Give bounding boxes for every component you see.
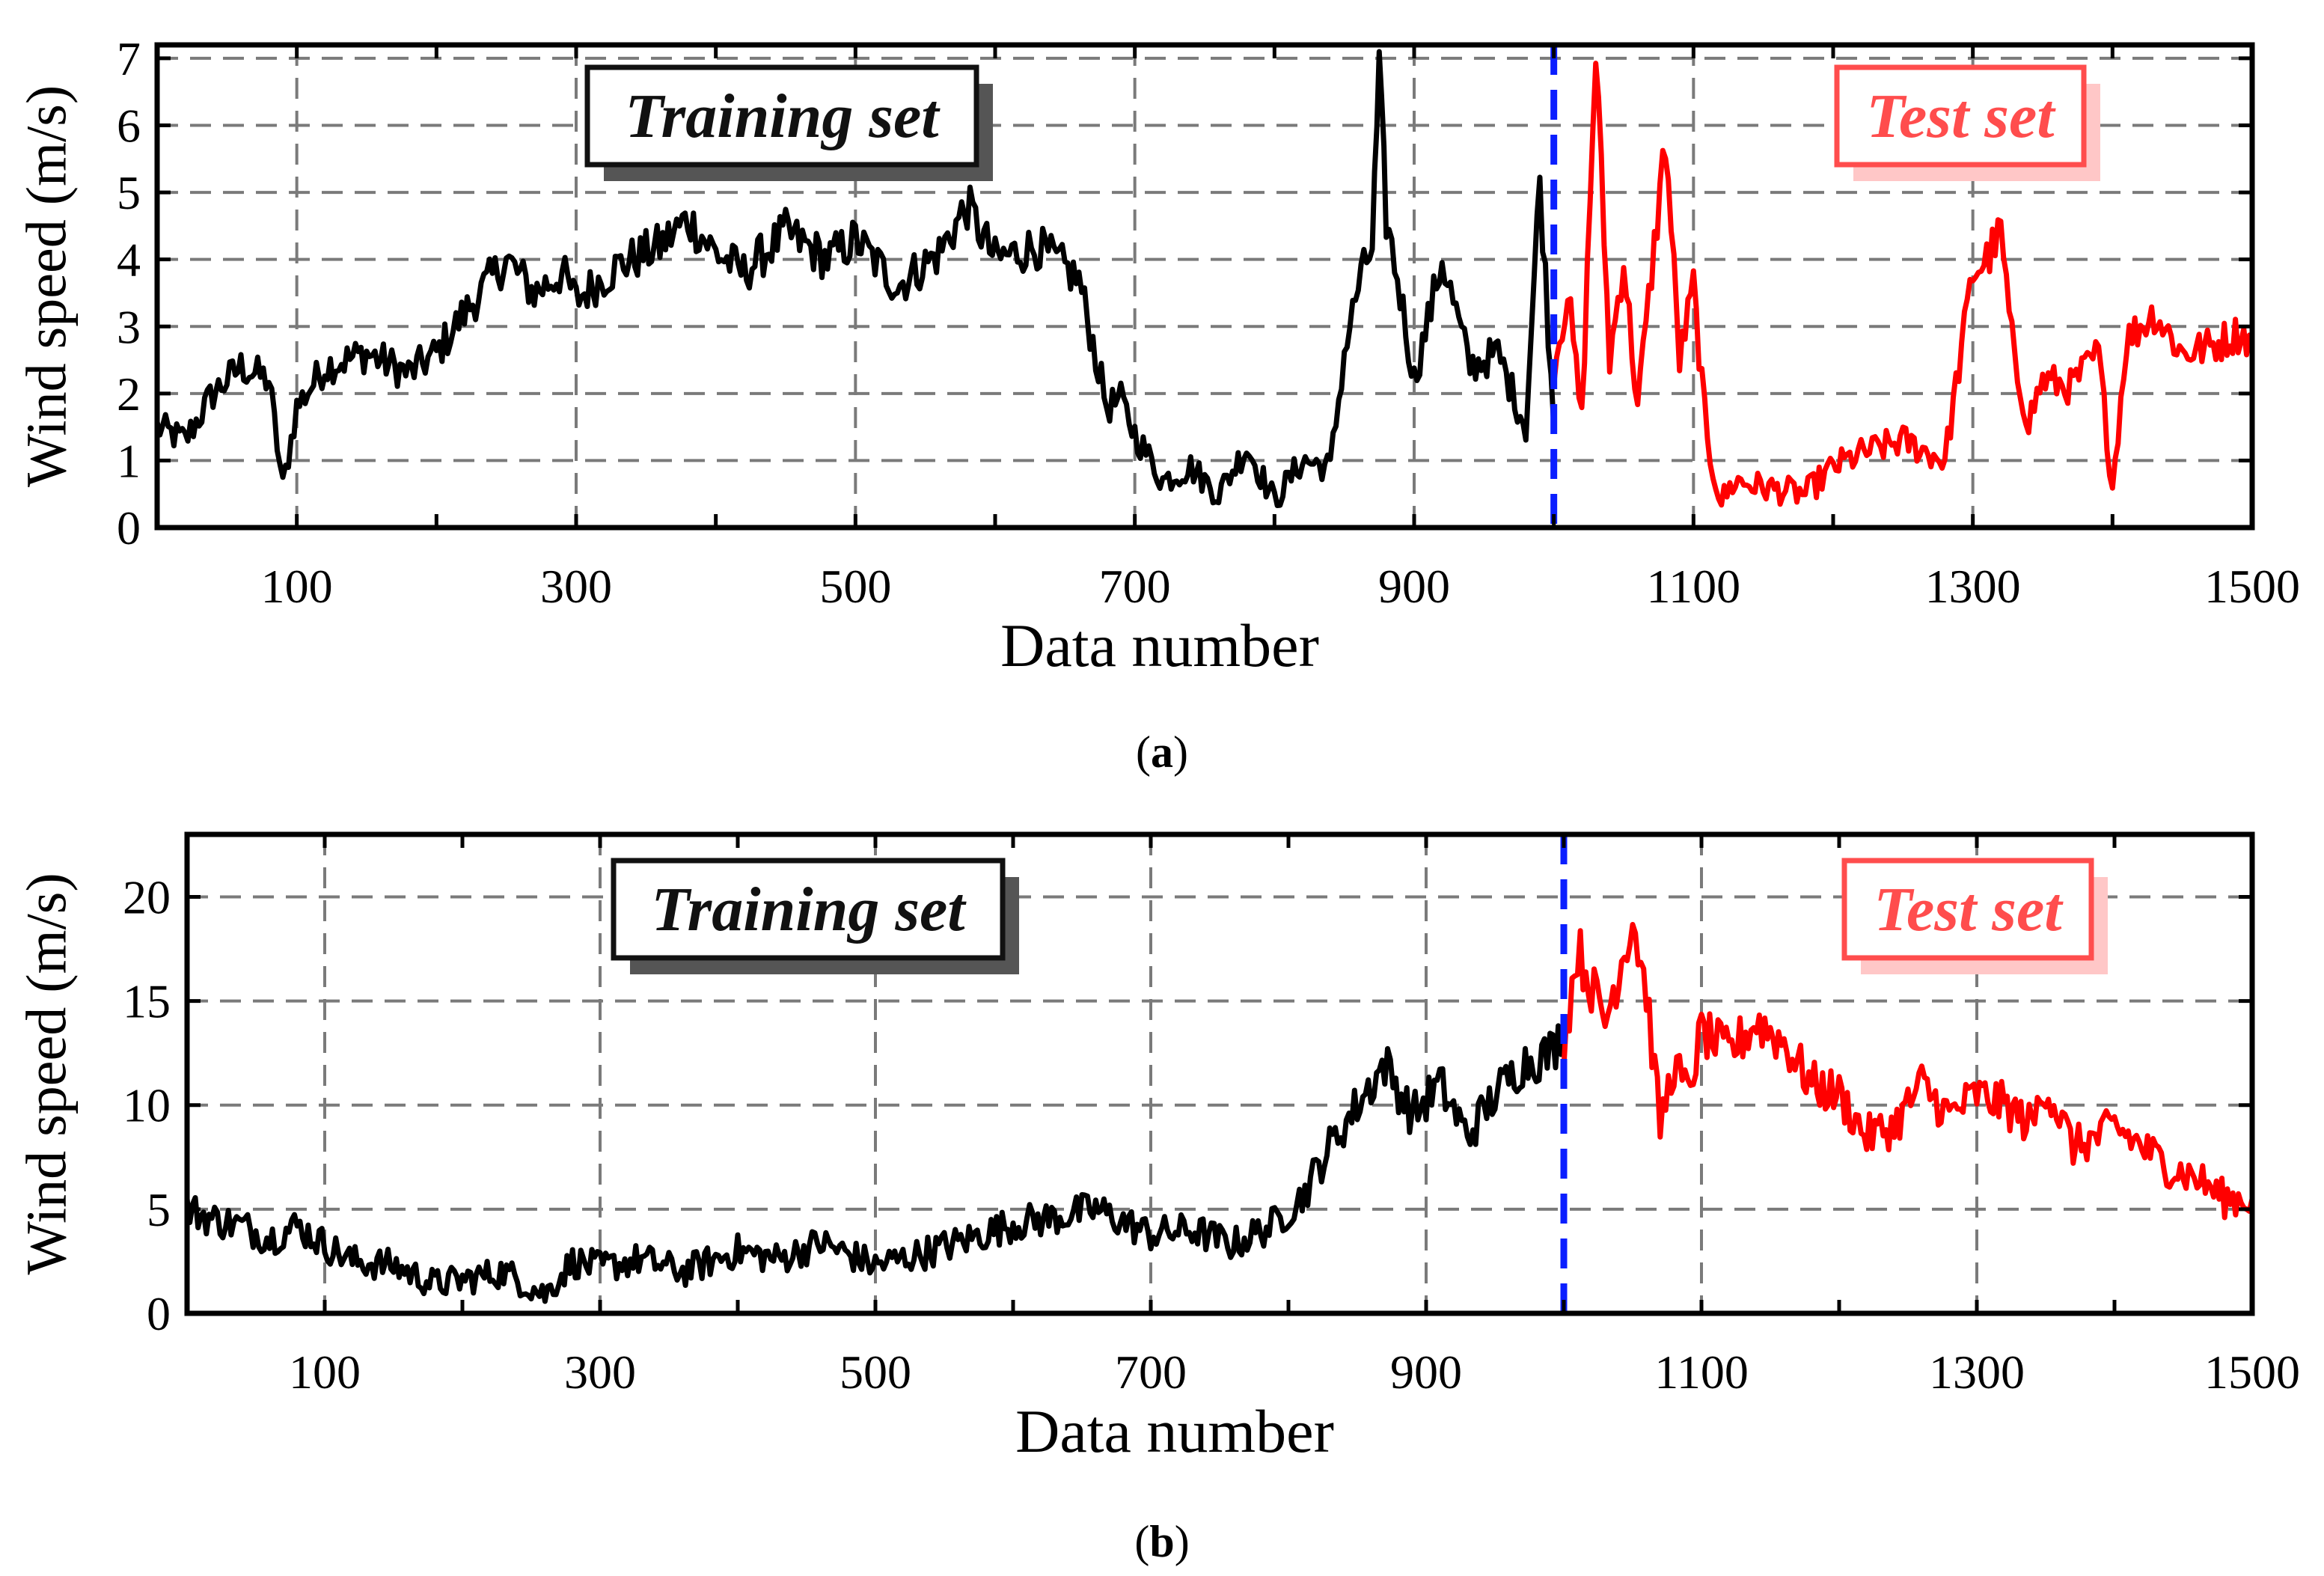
x-tick-label: 300 <box>540 560 612 613</box>
y-tick-label: 15 <box>123 975 171 1028</box>
x-tick-label: 500 <box>840 1346 911 1399</box>
chart-a: 100 300 500 700 900 1100 1300 1500 0 1 2 3 4 5 6 7 Data … <box>15 32 2300 777</box>
x-tick-label: 100 <box>261 560 333 613</box>
test-set-label: Test set <box>1834 64 2100 181</box>
panel-caption: (a) <box>1136 727 1188 777</box>
training-set-label-text: Training set <box>625 82 941 151</box>
training-set-label-box <box>611 858 1006 961</box>
panel-caption: (b) <box>1134 1517 1189 1566</box>
series-line-training <box>184 1023 1567 1304</box>
y-tick-label: 6 <box>117 100 141 153</box>
y-tick-label: 5 <box>147 1183 171 1236</box>
training-set-label: Training set <box>584 64 993 181</box>
x-tick-label: 1500 <box>2204 560 2300 613</box>
x-tick-label: 700 <box>1115 1346 1187 1399</box>
series-line-training <box>154 49 1557 508</box>
x-tick-label: 100 <box>289 1346 361 1399</box>
series-line-test <box>1551 61 2255 508</box>
x-tick-label: 1300 <box>1925 560 2021 613</box>
y-tick-label: 7 <box>117 32 141 85</box>
x-tick-label: 500 <box>819 560 891 613</box>
plot-frame <box>184 831 2255 1316</box>
training-set-label: Training set <box>611 858 1019 974</box>
y-tick-label: 20 <box>123 870 171 923</box>
x-tick-label: 700 <box>1099 560 1171 613</box>
y-ticks: 0 5 10 15 20 <box>123 870 2252 1340</box>
y-tick-label: 3 <box>117 300 141 353</box>
y-tick-label: 0 <box>147 1287 171 1340</box>
y-tick-label: 5 <box>117 166 141 219</box>
x-ticks: 100 300 500 700 900 1100 1300 1500 <box>185 834 2300 1399</box>
test-set-label-box <box>1834 64 2087 168</box>
test-set-label: Test set <box>1841 858 2108 974</box>
x-tick-label: 1100 <box>1654 1346 1749 1399</box>
y-tick-label: 4 <box>117 233 141 287</box>
chart-b: 100 300 500 700 900 1100 1300 1500 0 5 10 15 20 Data … <box>15 831 2300 1566</box>
y-axis-label: Wind speed (m/s) <box>15 873 78 1274</box>
y-ticks: 0 1 2 3 4 5 6 7 <box>117 32 2252 555</box>
training-set-label-text: Training set <box>651 875 967 944</box>
test-set-label-text: Test set <box>1874 875 2064 944</box>
y-tick-label: 2 <box>117 367 141 421</box>
x-axis-label: Data number <box>1000 611 1319 679</box>
test-set-label-text: Test set <box>1866 82 2056 151</box>
x-tick-label: 300 <box>564 1346 636 1399</box>
training-set-label-box <box>584 64 979 168</box>
y-tick-label: 1 <box>117 434 141 487</box>
x-axis-label: Data number <box>1015 1397 1334 1465</box>
test-set-label-box <box>1841 858 2094 961</box>
x-tick-label: 900 <box>1390 1346 1462 1399</box>
x-tick-label: 1500 <box>2204 1346 2300 1399</box>
x-ticks: 100 300 500 700 900 1100 1300 1500 <box>155 45 2300 613</box>
y-tick-label: 10 <box>123 1079 171 1132</box>
y-axis-label: Wind speed (m/s) <box>15 85 78 487</box>
x-tick-label: 1300 <box>1929 1346 2025 1399</box>
x-tick-label: 1100 <box>1647 560 1741 613</box>
x-tick-label: 900 <box>1378 560 1450 613</box>
series-line-test <box>1561 922 2255 1221</box>
plot-frame <box>154 42 2255 531</box>
y-tick-label: 0 <box>117 501 141 555</box>
